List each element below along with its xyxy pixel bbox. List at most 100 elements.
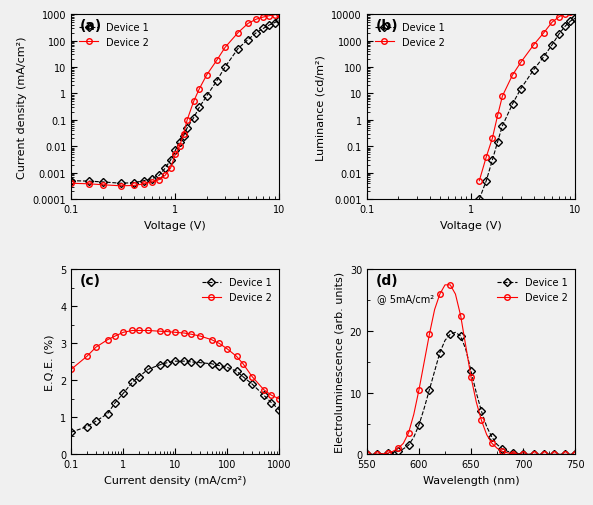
Device 1: [248, 381, 256, 387]
Device 2: [93, 344, 100, 350]
Device 2: [473, 399, 480, 405]
Device 1: [426, 387, 433, 393]
Device 2: [572, 9, 579, 15]
Device 2: [509, 73, 516, 79]
Y-axis label: E.Q.E. (%): E.Q.E. (%): [44, 334, 55, 390]
Device 2: [447, 282, 454, 288]
Device 1: [551, 451, 558, 458]
Device 1: [276, 407, 283, 413]
Device 1: [519, 451, 527, 457]
Device 1: [184, 126, 191, 132]
Line: Device 2: Device 2: [68, 328, 282, 402]
Text: (b): (b): [375, 19, 398, 33]
Device 2: [384, 450, 391, 457]
Device 1: [68, 178, 75, 184]
Device 2: [493, 445, 500, 451]
Device 2: [426, 331, 433, 337]
Device 2: [566, 451, 573, 458]
Legend: Device 1, Device 2: Device 1, Device 2: [76, 20, 152, 50]
Device 1: [394, 448, 401, 454]
Device 1: [180, 133, 187, 139]
Device 2: [551, 451, 558, 458]
Device 1: [478, 409, 485, 415]
Device 2: [410, 412, 417, 418]
Device 2: [400, 440, 407, 446]
X-axis label: Voltage (V): Voltage (V): [440, 220, 502, 230]
Device 1: [68, 429, 75, 435]
Device 2: [369, 451, 376, 458]
Device 2: [517, 60, 524, 66]
Device 1: [535, 451, 543, 458]
Device 1: [540, 55, 547, 61]
Device 1: [489, 158, 496, 164]
Device 2: [149, 179, 156, 185]
Device 1: [447, 331, 454, 337]
Device 1: [562, 24, 569, 30]
Device 2: [494, 113, 501, 119]
Device 1: [416, 422, 423, 428]
Device 2: [562, 12, 569, 18]
Device 1: [196, 105, 203, 111]
Device 2: [483, 432, 490, 438]
Device 2: [530, 451, 537, 458]
Device 2: [504, 450, 511, 456]
Device 2: [549, 20, 556, 26]
Y-axis label: Electroluminescence (arb. units): Electroluminescence (arb. units): [334, 272, 344, 452]
Device 1: [83, 424, 90, 430]
Device 1: [530, 68, 537, 74]
Device 2: [83, 354, 90, 360]
Device 1: [517, 86, 524, 92]
Device 2: [489, 136, 496, 142]
Device 1: [268, 400, 275, 406]
Device 1: [566, 451, 573, 458]
Device 1: [111, 400, 119, 406]
Device 1: [420, 406, 428, 412]
Device 2: [441, 282, 448, 288]
Device 1: [253, 31, 260, 37]
Text: (c): (c): [79, 274, 100, 287]
Device 1: [155, 173, 162, 179]
Device 2: [68, 181, 75, 187]
Device 1: [509, 102, 516, 108]
Device 1: [556, 32, 563, 38]
Device 1: [452, 330, 459, 336]
Device 2: [203, 73, 210, 79]
Line: Device 2: Device 2: [364, 282, 578, 457]
Device 2: [187, 331, 195, 337]
Device 2: [436, 291, 444, 297]
Device 1: [86, 179, 93, 185]
Device 2: [276, 12, 283, 18]
Device 1: [187, 359, 195, 365]
Device 1: [400, 446, 407, 452]
Device 1: [483, 178, 490, 184]
Device 2: [233, 354, 240, 360]
Device 1: [234, 46, 241, 53]
Device 2: [379, 451, 386, 457]
Device 2: [499, 94, 506, 100]
Device 2: [478, 418, 485, 424]
Device 2: [374, 451, 381, 457]
Device 1: [149, 176, 156, 182]
Device 2: [190, 99, 197, 105]
Device 1: [410, 434, 417, 440]
Line: Device 1: Device 1: [68, 359, 282, 435]
Device 2: [234, 31, 241, 37]
Device 1: [176, 139, 183, 145]
Device 2: [567, 10, 574, 16]
Device 2: [145, 328, 152, 334]
Legend: Device 1, Device 2: Device 1, Device 2: [495, 275, 570, 306]
Device 1: [493, 442, 500, 448]
Device 2: [155, 177, 162, 183]
Device 2: [180, 131, 187, 137]
Device 2: [266, 14, 273, 20]
Legend: Device 1, Device 2: Device 1, Device 2: [199, 275, 275, 306]
Device 1: [390, 449, 397, 456]
Device 1: [93, 418, 100, 424]
Device 2: [208, 337, 215, 343]
Device 1: [549, 42, 556, 48]
Device 2: [572, 451, 579, 458]
Device 1: [190, 116, 197, 122]
Device 2: [196, 86, 203, 92]
Device 2: [416, 387, 423, 393]
Device 2: [172, 330, 179, 336]
